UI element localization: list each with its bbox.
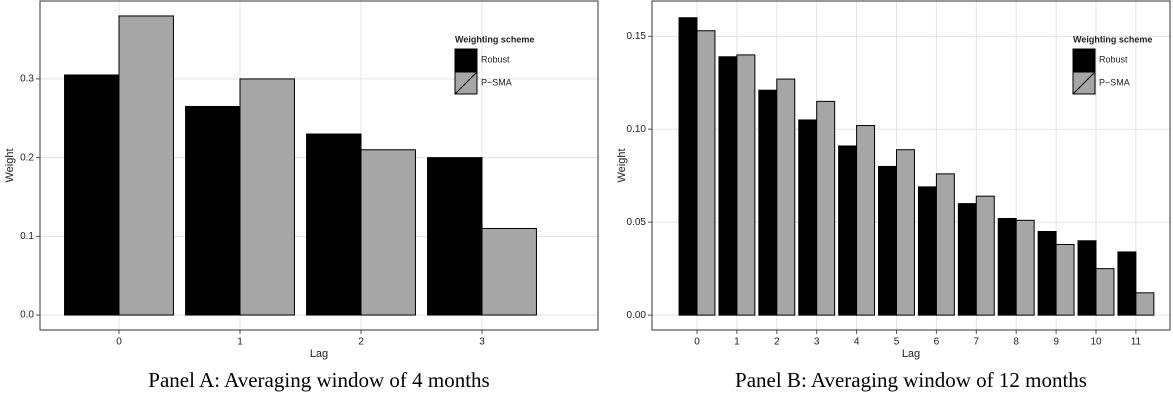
bar [957,203,977,316]
x-tick-label: 1 [237,337,243,348]
bar [1077,240,1097,316]
bar [360,149,416,316]
legend-title: Weighting scheme [455,34,534,44]
plot-border [39,0,599,331]
bar [306,133,362,316]
bar [856,125,876,316]
x-tick-label: 10 [1090,337,1102,348]
bar [239,78,295,316]
bar [758,89,778,316]
legend-key [1072,48,1096,72]
x-tick-label: 7 [974,337,980,348]
legend-label: P−SMA [1099,77,1130,87]
bar [917,186,937,316]
bar [896,149,915,316]
x-tick-label: 3 [479,337,485,348]
bar [798,119,818,316]
x-tick-label: 5 [894,337,900,348]
x-tick-label: 6 [934,337,940,348]
bar [185,105,241,316]
y-tick-label: 0.0 [20,310,34,321]
y-tick-label: 0.10 [627,124,647,135]
y-axis-label: Weight [4,148,16,182]
x-tick-label: 3 [814,337,820,348]
bar [997,217,1017,316]
x-tick-label: 2 [358,337,364,348]
legend-title: Weighting scheme [1073,34,1152,44]
x-axis-label: Lag [310,348,328,360]
bar [64,74,120,316]
bar [975,195,995,316]
y-tick-label: 0.00 [627,310,647,321]
legend-key-slash [1072,71,1096,95]
x-tick-label: 8 [1013,337,1019,348]
bar [1055,243,1075,316]
bar [427,157,483,316]
bar [878,165,897,316]
bar [1095,268,1115,316]
plot-border [651,0,1171,331]
x-tick-label: 0 [116,337,122,348]
bar [696,30,716,316]
bar [935,173,955,316]
bar [1015,219,1035,316]
legend-key-slash [454,71,478,95]
x-tick-label: 1 [734,337,740,348]
x-tick-label: 2 [774,337,780,348]
y-tick-label: 0.15 [627,31,647,42]
y-tick-label: 0.3 [20,74,34,85]
x-tick-label: 4 [854,337,860,348]
bar [1117,251,1137,316]
legend-label: P−SMA [481,77,512,87]
caption: Panel A: Averaging window of 4 months [148,368,489,392]
bar [1037,230,1057,316]
bar [816,100,836,316]
bar [838,145,858,316]
x-axis-label: Lag [902,348,920,360]
x-tick-label: 0 [694,337,700,348]
bar [736,54,756,316]
bar [776,78,796,316]
bar [678,17,698,316]
x-tick-label: 9 [1053,337,1059,348]
y-tick-label: 0.05 [627,217,647,228]
legend-label: Robust [1099,54,1128,64]
bar [718,56,738,316]
y-axis-label: Weight [616,148,628,182]
x-tick-label: 11 [1131,337,1142,348]
caption: Panel B: Averaging window of 12 months [735,368,1087,392]
y-tick-label: 0.1 [20,231,34,242]
bar [118,15,174,316]
bar [1135,292,1155,316]
bar [481,227,537,316]
y-tick-label: 0.2 [20,152,34,163]
legend-key [454,48,478,72]
legend-label: Robust [481,54,510,64]
